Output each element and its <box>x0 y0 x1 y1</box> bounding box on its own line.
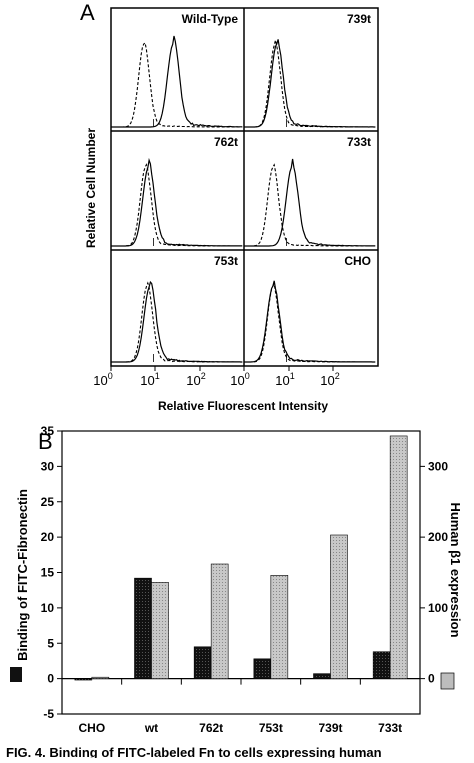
y-tick-label-right: 100 <box>428 601 448 615</box>
histogram-dashed-762t <box>111 163 243 247</box>
y-tick-label-left: 35 <box>41 424 55 438</box>
histogram-title-733t: 733t <box>347 135 371 149</box>
y-tick-label-right: 0 <box>428 672 435 686</box>
a-ticklabel-r0-base: 10 <box>230 373 244 388</box>
y-tick-label-right: 300 <box>428 459 448 473</box>
histogram-solid-cho <box>244 280 376 363</box>
bar-binding-753t <box>253 658 272 679</box>
category-label: 753t <box>259 721 283 735</box>
bar-chart-frame <box>61 430 421 715</box>
histogram-title-762t: 762t <box>214 135 238 149</box>
y-tick-label-right: 200 <box>428 530 448 544</box>
bar-expression-cho <box>91 676 110 679</box>
histogram-dashed-cho <box>244 282 376 363</box>
panel-a-x-ticks <box>110 366 334 371</box>
a-ticklabel-l0-base: 10 <box>93 373 107 388</box>
bar-binding-wt <box>134 577 152 679</box>
a-ticklabel-l2-base: 10 <box>186 373 200 388</box>
bar-expression-733t <box>389 435 408 679</box>
category-label: 739t <box>318 721 342 735</box>
y-tick-label-left: -5 <box>43 707 54 721</box>
y-tick-label-left: 25 <box>41 495 55 509</box>
histogram-title-739t: 739t <box>347 12 371 26</box>
a-ticklabel-r0: 100 <box>230 371 249 388</box>
histogram-title-753t: 753t <box>214 254 238 268</box>
category-label: CHO <box>78 721 105 735</box>
histogram-solid-762t <box>111 157 243 247</box>
histogram-title-cho: CHO <box>344 254 371 268</box>
a-ticklabel-r0-exp: 0 <box>245 371 250 381</box>
a-ticklabel-l1-base: 10 <box>140 373 154 388</box>
histogram-solid-739t <box>244 39 376 128</box>
y-tick-label-left: 20 <box>41 530 55 544</box>
y-tick-label-left: 30 <box>41 459 55 473</box>
panel-b-ylabel-right: Human β1 expression <box>448 502 463 637</box>
bar-binding-cho <box>74 678 93 681</box>
bar-binding-762t <box>193 646 212 679</box>
bar-expression-wt <box>151 582 169 679</box>
a-ticklabel-r2-base: 10 <box>320 373 334 388</box>
a-ticklabel-l1: 101 <box>140 371 159 388</box>
bar-binding-733t <box>372 651 391 679</box>
a-ticklabel-r2: 102 <box>320 371 339 388</box>
legend-swatch-binding <box>10 667 22 682</box>
a-ticklabel-r1-base: 10 <box>275 373 289 388</box>
bar-expression-739t <box>330 534 348 679</box>
bar-binding-739t <box>313 673 331 679</box>
histogram-dashed-733t <box>244 163 376 247</box>
a-ticklabel-l0-exp: 0 <box>108 371 113 381</box>
category-label: 762t <box>199 721 223 735</box>
a-ticklabel-r2-exp: 2 <box>335 371 340 381</box>
histogram-solid-wild-type <box>111 35 243 128</box>
y-tick-label-left: 0 <box>47 672 54 686</box>
category-label: wt <box>144 721 158 735</box>
a-ticklabel-l2: 102 <box>186 371 205 388</box>
y-tick-label-left: 10 <box>41 601 55 615</box>
y-tick-label-left: 5 <box>47 636 54 650</box>
histogram-solid-753t <box>111 280 243 363</box>
histogram-title-wild-type: Wild-Type <box>182 12 239 26</box>
a-ticklabel-r1-exp: 1 <box>290 371 295 381</box>
panel-a-xlabel: Relative Fluorescent Intensity <box>158 399 328 413</box>
panel-a-x-tick-labels: 100 101 102 100 101 102 <box>93 371 339 388</box>
bar-expression-753t <box>270 575 289 679</box>
bar-chart: -5 0 5 10 15 20 25 30 35 0 100 200 300 CHO wt 762t 753t 7… <box>41 424 449 735</box>
a-ticklabel-r1: 101 <box>275 371 294 388</box>
a-ticklabel-l1-exp: 1 <box>155 371 160 381</box>
figure-caption: FIG. 4. Binding of FITC-labeled Fn to ce… <box>6 745 382 758</box>
bar-expression-762t <box>210 563 229 679</box>
category-label: 733t <box>378 721 402 735</box>
histogram-solid-733t <box>244 158 376 247</box>
panel-a-ylabel: Relative Cell Number <box>84 128 98 248</box>
histogram-dashed-739t <box>244 40 376 128</box>
panel-a-letter: A <box>80 0 95 25</box>
histogram-dashed-wild-type <box>111 41 243 128</box>
legend-swatch-expression <box>440 672 455 690</box>
flow-histogram-grid: Wild-Type 739t 762t 733t 753t CHO <box>110 7 379 367</box>
a-ticklabel-l0: 100 <box>93 371 112 388</box>
panel-b-letter: B <box>38 429 53 454</box>
y-tick-label-left: 15 <box>41 566 55 580</box>
histogram-dashed-753t <box>111 281 243 363</box>
a-ticklabel-l2-exp: 2 <box>201 371 206 381</box>
panel-b-ylabel-left: Binding of FITC-Fibronectin <box>15 489 30 661</box>
